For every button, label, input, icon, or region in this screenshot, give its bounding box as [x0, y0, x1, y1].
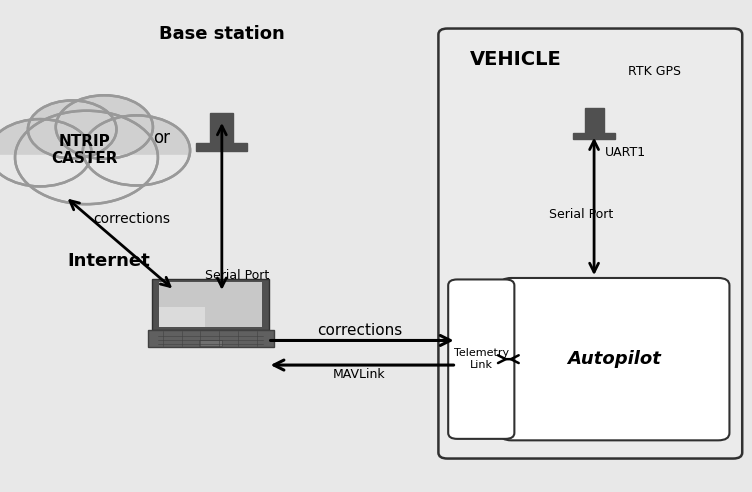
Text: Autopilot: Autopilot — [568, 350, 661, 368]
FancyBboxPatch shape — [448, 279, 514, 439]
Text: UART1: UART1 — [605, 146, 647, 159]
Bar — [573, 133, 615, 139]
Bar — [147, 331, 274, 347]
Text: Serial Port: Serial Port — [549, 208, 613, 220]
Text: Internet: Internet — [68, 252, 150, 270]
Text: MAVLink: MAVLink — [333, 369, 386, 381]
Text: Base station: Base station — [159, 26, 285, 43]
FancyBboxPatch shape — [438, 29, 742, 459]
Text: Telemetry
Link: Telemetry Link — [453, 348, 509, 370]
Text: VEHICLE: VEHICLE — [470, 50, 562, 68]
Text: corrections: corrections — [93, 212, 170, 226]
Bar — [159, 307, 205, 327]
Text: corrections: corrections — [317, 323, 402, 338]
Bar — [199, 340, 223, 346]
Text: RTK GPS: RTK GPS — [628, 65, 681, 78]
Circle shape — [0, 119, 92, 186]
Bar — [211, 113, 233, 143]
Bar — [196, 143, 247, 151]
Bar — [152, 278, 269, 331]
Circle shape — [28, 100, 117, 158]
Text: NTRIP
CASTER: NTRIP CASTER — [51, 134, 117, 166]
Bar — [0, 155, 186, 207]
Bar — [584, 108, 604, 132]
Bar — [159, 282, 262, 327]
Circle shape — [15, 111, 158, 204]
Circle shape — [83, 115, 190, 185]
Circle shape — [56, 95, 153, 159]
FancyBboxPatch shape — [500, 278, 729, 440]
Text: Serial Port: Serial Port — [205, 269, 268, 282]
Text: or: or — [153, 129, 170, 147]
